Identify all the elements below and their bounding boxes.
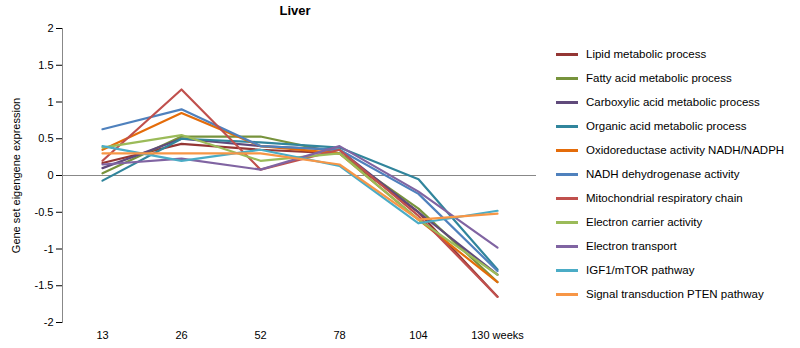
html-text:Electron carrier activity: Electron carrier activity	[586, 216, 703, 228]
svg-text:-2: -2	[44, 316, 54, 328]
html-text:NADH dehydrogenase activity: NADH dehydrogenase activity	[586, 168, 740, 180]
svg-text:1: 1	[47, 96, 53, 108]
html-text:Mitochondrial respiratory chai: Mitochondrial respiratory chain	[586, 192, 743, 204]
html-text:Fatty acid metabolic process: Fatty acid metabolic process	[586, 72, 732, 84]
svg-text:26: 26	[175, 329, 187, 341]
svg-text:-0.5: -0.5	[35, 206, 54, 218]
html-text:Signal transduction PTEN pathw: Signal transduction PTEN pathway	[586, 288, 764, 300]
html-text:Electron transport: Electron transport	[586, 240, 677, 252]
svg-text:Gene set eigengene expression: Gene set eigengene expression	[10, 98, 22, 253]
html-text:Organic acid metabolic process: Organic acid metabolic process	[586, 120, 747, 132]
html-text:IGF1/mTOR pathway: IGF1/mTOR pathway	[586, 264, 695, 276]
svg-text:13: 13	[96, 329, 108, 341]
svg-text:-1: -1	[44, 243, 54, 255]
html-text:Lipid metabolic process: Lipid metabolic process	[586, 48, 707, 60]
svg-text:-1.5: -1.5	[35, 279, 54, 291]
svg-text:0.5: 0.5	[38, 132, 53, 144]
svg-text:0: 0	[47, 169, 53, 181]
html-text:Oxidoreductase activity NADH/N: Oxidoreductase activity NADH/NADPH	[586, 144, 785, 156]
svg-text:78: 78	[333, 329, 345, 341]
html-text:Liver: Liver	[279, 3, 311, 18]
svg-text:130 weeks: 130 weeks	[471, 329, 524, 341]
html-text:Carboxylic acid metabolic proc: Carboxylic acid metabolic process	[586, 96, 760, 108]
svg-text:104: 104	[409, 329, 427, 341]
svg-text:52: 52	[254, 329, 266, 341]
svg-text:1.5: 1.5	[38, 59, 53, 71]
svg-text:2: 2	[47, 22, 53, 34]
